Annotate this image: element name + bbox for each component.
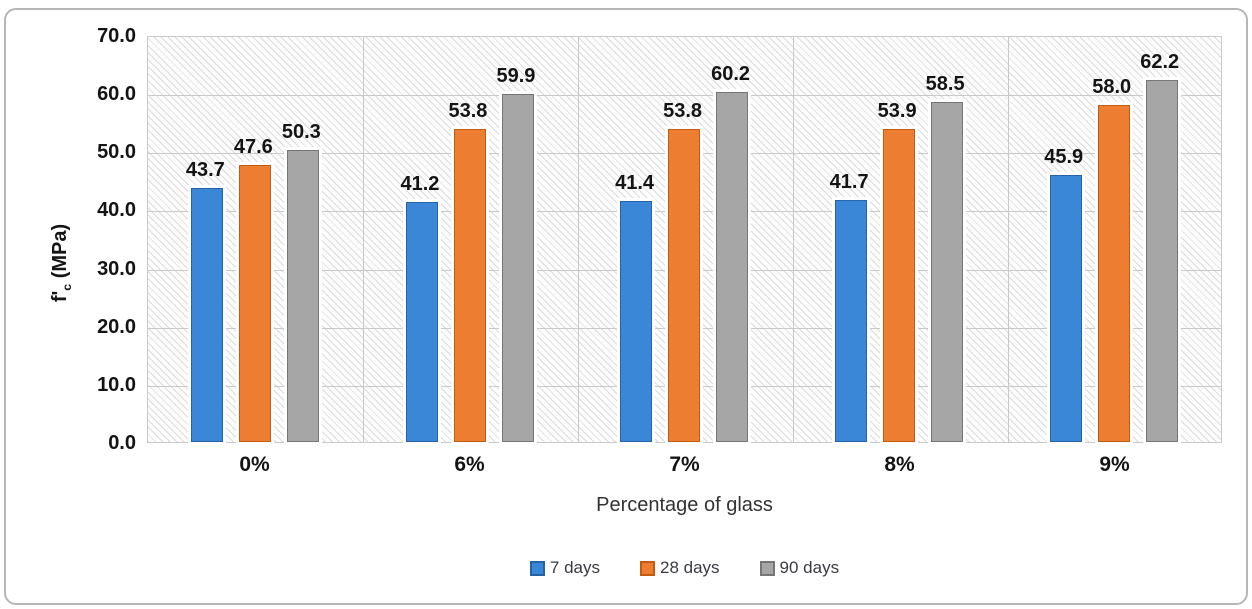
bar-7-days: 41.7	[830, 171, 869, 442]
bar-90-days: 62.2	[1140, 51, 1179, 442]
bar-90-days: 50.3	[282, 121, 321, 442]
bar-value-label: 53.8	[663, 100, 703, 123]
bar-value-label: 58.0	[1092, 75, 1132, 98]
v-gridline	[793, 37, 794, 442]
bar-fill	[1145, 80, 1178, 442]
bar-fill	[1049, 175, 1082, 442]
bar-28-days: 53.8	[448, 100, 487, 442]
bar-fill	[931, 101, 964, 442]
legend-swatch	[529, 560, 545, 576]
bar-value-label: 53.8	[448, 100, 488, 123]
y-axis-title-subscript: c	[60, 283, 74, 291]
bar-fill	[835, 199, 868, 442]
bar-group-0%: 43.7 47.6 50.3	[148, 37, 363, 442]
y-tick-label: 20.0	[97, 315, 136, 338]
bar-fill	[668, 129, 701, 442]
bar-value-label: 41.7	[829, 170, 869, 193]
bar-fill	[191, 187, 224, 442]
bar-value-label: 47.6	[233, 136, 273, 159]
bar-value-label: 50.3	[281, 120, 321, 143]
bar-28-days: 58.0	[1092, 76, 1131, 442]
bar-group-6%: 41.2 53.8 59.9	[363, 37, 578, 442]
x-axis-ticks: 0% 6% 7% 8% 9%	[147, 453, 1222, 477]
v-gridline	[1008, 37, 1009, 442]
bar-value-label: 53.9	[877, 99, 917, 122]
bar-groups: 43.7 47.6 50.3 41.2 53.8 59.9 41.4 53.8 60.2 41.7…	[148, 37, 1221, 442]
bar-group-8%: 41.7 53.9 58.5	[792, 37, 1007, 442]
bar-28-days: 47.6	[234, 136, 273, 442]
legend: 7 days 28 days 90 days	[147, 558, 1222, 578]
legend-item-7-days: 7 days	[529, 558, 600, 578]
bar-7-days: 41.2	[400, 173, 439, 442]
bar-value-label: 59.9	[496, 64, 536, 87]
bar-28-days: 53.8	[663, 100, 702, 442]
bar-group-7%: 41.4 53.8 60.2	[577, 37, 792, 442]
bar-fill	[453, 129, 486, 442]
x-tick-label: 9%	[1099, 453, 1130, 476]
bar-group-9%: 45.9 58.0 62.2	[1006, 37, 1221, 442]
legend-label: 28 days	[660, 558, 720, 577]
bar-fill	[620, 201, 653, 442]
x-tick-label: 0%	[239, 453, 270, 476]
bar-value-label: 60.2	[711, 62, 751, 85]
y-tick-label: 60.0	[97, 83, 136, 106]
bar-value-label: 41.4	[615, 172, 655, 195]
h-gridline	[148, 95, 1221, 97]
y-tick-label: 50.0	[97, 141, 136, 164]
bar-fill	[1097, 104, 1130, 442]
plot-area: 43.7 47.6 50.3 41.2 53.8 59.9 41.4 53.8 60.2 41.7…	[147, 36, 1222, 443]
bar-fill	[287, 149, 320, 442]
v-gridline	[578, 37, 579, 442]
bar-fill	[239, 165, 272, 442]
bar-value-label: 41.2	[400, 173, 440, 196]
bar-value-label: 58.5	[925, 72, 965, 95]
y-tick-label: 40.0	[97, 199, 136, 222]
bar-90-days: 59.9	[496, 65, 535, 442]
bar-value-label: 62.2	[1140, 51, 1180, 74]
bar-90-days: 60.2	[711, 63, 750, 442]
x-axis-title: Percentage of glass	[596, 494, 773, 516]
y-tick-label: 10.0	[97, 373, 136, 396]
legend-swatch	[759, 560, 775, 576]
bar-value-label: 43.7	[185, 158, 225, 181]
x-tick-label: 6%	[454, 453, 485, 476]
v-gridline	[363, 37, 364, 442]
bar-7-days: 45.9	[1044, 146, 1083, 442]
y-tick-label: 0.0	[108, 432, 136, 454]
y-tick-label: 70.0	[97, 25, 136, 47]
y-axis-title-prefix: f'	[49, 290, 71, 303]
legend-item-28-days: 28 days	[640, 558, 720, 578]
bar-28-days: 53.9	[878, 100, 917, 442]
legend-swatch	[640, 560, 655, 576]
x-tick-label: 8%	[884, 453, 915, 476]
bar-fill	[716, 91, 749, 442]
bar-7-days: 43.7	[186, 159, 225, 442]
bar-fill	[883, 128, 916, 442]
bar-90-days: 58.5	[926, 73, 965, 442]
bar-7-days: 41.4	[615, 172, 654, 442]
bar-value-label: 45.9	[1044, 146, 1084, 169]
x-tick-label: 7%	[669, 453, 700, 476]
bar-fill	[405, 202, 438, 442]
y-tick-label: 30.0	[97, 257, 136, 280]
legend-label: 7 days	[549, 558, 600, 577]
bar-fill	[501, 93, 534, 442]
legend-item-90-days: 90 days	[759, 558, 840, 578]
legend-label: 90 days	[779, 558, 840, 577]
